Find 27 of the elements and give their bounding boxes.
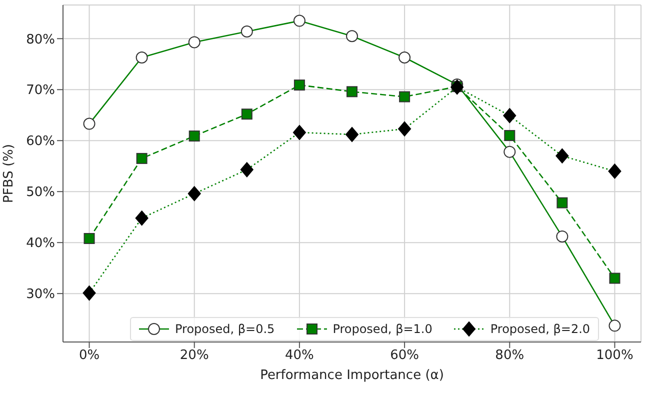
legend-label: Proposed, β=2.0 <box>489 321 590 337</box>
y-tick-label: 60% <box>26 134 55 150</box>
y-tick-label: 50% <box>26 185 55 200</box>
point <box>188 130 200 142</box>
y-axis-title: PFBS (%) <box>2 144 17 203</box>
point <box>399 91 410 102</box>
point <box>136 152 148 164</box>
point <box>294 80 305 91</box>
point <box>241 108 252 120</box>
point <box>609 272 620 284</box>
x-tick-label: 80% <box>495 348 524 364</box>
y-tick-label: 40% <box>26 236 55 252</box>
point <box>346 86 358 98</box>
y-tick-label: 80% <box>26 32 55 48</box>
x-tick-label: 40% <box>285 348 314 364</box>
point <box>84 233 95 244</box>
x-tick-label: 0% <box>78 348 100 364</box>
x-tick-label: 100% <box>596 348 634 364</box>
x-tick-label: 60% <box>390 348 419 364</box>
point <box>556 197 568 208</box>
y-tick-label: 30% <box>26 287 55 302</box>
legend-label: Proposed, β=1.0 <box>332 321 432 337</box>
x-tick-label: 20% <box>180 348 209 364</box>
point <box>504 130 516 142</box>
x-axis-title: Performance Importance (α) <box>260 368 444 383</box>
legend-label: Proposed, β=0.5 <box>174 321 275 337</box>
y-tick-label: 70% <box>26 83 55 98</box>
